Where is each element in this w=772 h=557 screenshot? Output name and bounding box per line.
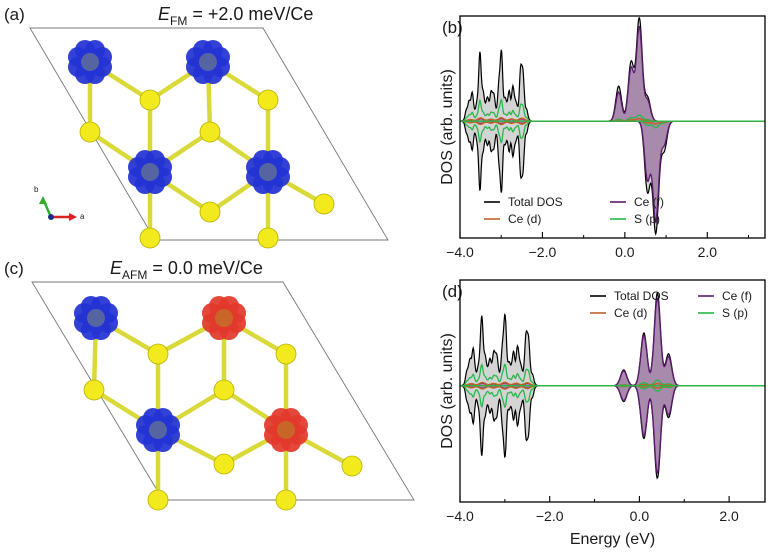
cerium-atom — [199, 53, 217, 71]
fm-sulfur-atom — [199, 121, 221, 143]
x-tick-label: 0.0 — [615, 244, 635, 260]
fm-ce-spin-up — [127, 149, 173, 195]
cerium-atom — [141, 163, 159, 181]
y-axis-title: DOS (arb. units) — [439, 333, 456, 449]
panel-label-a: (a) — [4, 5, 25, 24]
axis-origin — [48, 214, 54, 220]
afm-ce-spin-down — [201, 295, 247, 341]
b-axis-arrowhead — [39, 196, 47, 204]
crystal-structure-fm — [67, 39, 335, 249]
unit-cell-c — [31, 281, 415, 501]
legend-entry: Total DOS — [614, 289, 669, 303]
x-tick-label: 2.0 — [719, 508, 739, 524]
x-tick-label: −4.0 — [446, 508, 474, 524]
fm-sulfur-atom — [79, 121, 101, 143]
legend-entry: S (p) — [722, 306, 748, 320]
fm-ce-spin-up — [67, 39, 113, 85]
afm-sulfur-atom — [147, 343, 169, 365]
panel-label-d: (d) — [442, 282, 463, 301]
fm-sulfur-atom — [313, 193, 335, 215]
unit-cell-a — [29, 27, 389, 241]
cerium-atom — [277, 421, 295, 439]
crystal-structure-afm — [73, 295, 363, 511]
fm-sulfur-atom — [257, 227, 279, 249]
fm-sulfur-atom — [199, 201, 221, 223]
legend-entry: Ce (f) — [634, 195, 664, 209]
a-axis-label: a — [80, 212, 85, 221]
cerium-atom — [87, 309, 105, 327]
afm-energy-title: EAFM = 0.0 meV/Ce — [110, 258, 263, 282]
cerium-atom — [215, 309, 233, 327]
afm-sulfur-atom — [213, 453, 235, 475]
x-tick-label: −2.0 — [536, 508, 564, 524]
cerium-atom — [149, 421, 167, 439]
fm-ce-spin-up — [245, 149, 291, 195]
fm-energy-title: EFM = +2.0 meV/Ce — [158, 4, 313, 28]
panel-label-c: (c) — [4, 259, 24, 278]
x-tick-label: 2.0 — [698, 244, 718, 260]
total-dos-fill — [460, 17, 765, 234]
plot-frame — [459, 279, 766, 503]
y-axis-title: DOS (arb. units) — [439, 69, 456, 185]
legend: Total DOS Ce (d) Ce (f) S (p) — [590, 289, 752, 320]
cerium-atom — [259, 163, 277, 181]
legend-entry: Ce (d) — [508, 212, 541, 226]
fm-sulfur-atom — [139, 89, 161, 111]
afm-sulfur-atom — [83, 379, 105, 401]
b-axis-label: b — [34, 185, 39, 194]
crystal-axes-gizmo: b a — [34, 185, 85, 221]
afm-sulfur-atom — [341, 455, 363, 477]
afm-sulfur-atom — [275, 343, 297, 365]
a-axis-arrowhead — [69, 213, 77, 221]
afm-ce-spin-up — [73, 295, 119, 341]
fm-ce-spin-up — [185, 39, 231, 85]
plot-frame — [459, 15, 766, 239]
panel-label-b: (b) — [442, 18, 463, 37]
legend-entry: Ce (f) — [722, 289, 752, 303]
fm-sulfur-atom — [139, 227, 161, 249]
afm-sulfur-atom — [147, 489, 169, 511]
dos-plot-afm: −4.0 −2.0 0.0 2.0 DOS (arb. units) Energy (eV… — [439, 279, 766, 548]
cerium-atom — [81, 53, 99, 71]
afm-ce-spin-up — [135, 407, 181, 453]
dos-plot-fm: −4.0 −2.0 0.0 2.0 DOS (arb. units) Total DOS C… — [439, 15, 766, 260]
fm-sulfur-atom — [257, 89, 279, 111]
legend-entry: Ce (d) — [614, 306, 647, 320]
afm-sulfur-atom — [213, 379, 235, 401]
x-tick-label: 0.0 — [630, 508, 650, 524]
legend: Total DOS Ce (d) Ce (f) S (p) — [484, 195, 664, 226]
legend-entry: S (p) — [634, 212, 660, 226]
x-tick-label: −2.0 — [529, 244, 557, 260]
x-tick-label: −4.0 — [446, 244, 474, 260]
afm-sulfur-atom — [275, 489, 297, 511]
legend-entry: Total DOS — [508, 195, 563, 209]
x-axis-title: Energy (eV) — [570, 531, 655, 548]
afm-ce-spin-down — [263, 407, 309, 453]
